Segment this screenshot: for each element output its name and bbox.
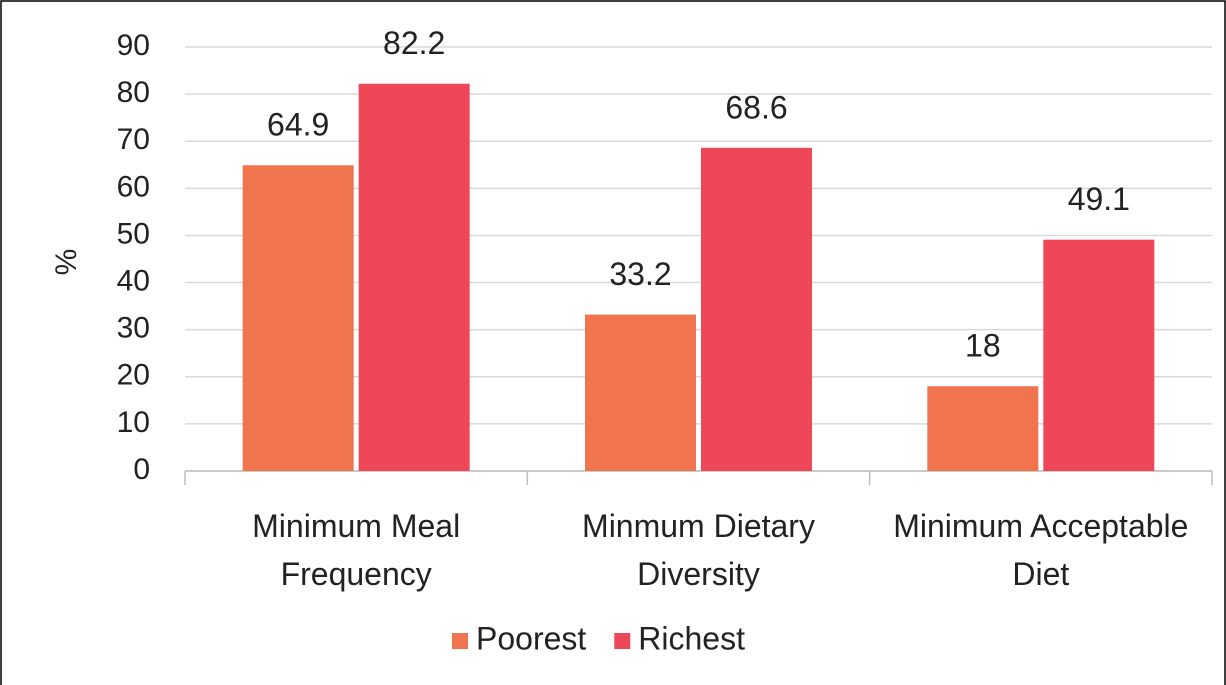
x-tick-label: Minmum Dietary Diversity — [582, 508, 815, 592]
data-label: 64.9 — [267, 107, 329, 143]
data-label: 49.1 — [1068, 181, 1130, 217]
y-tick-label: 50 — [117, 217, 150, 250]
y-tick-label: 30 — [117, 312, 150, 345]
y-tick-label: 60 — [117, 170, 150, 203]
y-tick-label: 40 — [117, 264, 150, 297]
y-tick-label: 90 — [117, 29, 150, 62]
data-label: 68.6 — [725, 89, 787, 125]
y-tick-label: 0 — [133, 453, 150, 486]
y-tick-label: 80 — [117, 76, 150, 109]
x-tick-label-box: Minimum Meal Frequency — [252, 508, 461, 592]
y-tick-label: 20 — [117, 359, 150, 392]
y-axis-label: % — [50, 249, 83, 276]
y-tick-label: 10 — [117, 406, 150, 439]
data-label: 82.2 — [383, 25, 445, 61]
bar — [585, 314, 696, 471]
x-tick-label: Minimum Acceptable Diet — [893, 508, 1189, 592]
bar — [358, 83, 470, 471]
x-tick-label-box: Minimum Acceptable Diet — [893, 508, 1189, 592]
legend-label: Richest — [638, 620, 745, 656]
x-tick-label-box: Minmum Dietary Diversity — [582, 508, 815, 592]
x-tick-label: Minimum Meal Frequency — [252, 508, 461, 592]
legend-swatch — [452, 633, 468, 649]
data-label: 18 — [965, 328, 1001, 364]
y-tick-label: 70 — [117, 123, 150, 156]
legend-label: Poorest — [476, 620, 586, 656]
bar — [1043, 239, 1155, 471]
data-label: 33.2 — [609, 256, 671, 292]
bar — [927, 386, 1039, 471]
bar — [701, 147, 812, 471]
bar — [242, 165, 354, 471]
legend-swatch — [614, 633, 631, 649]
